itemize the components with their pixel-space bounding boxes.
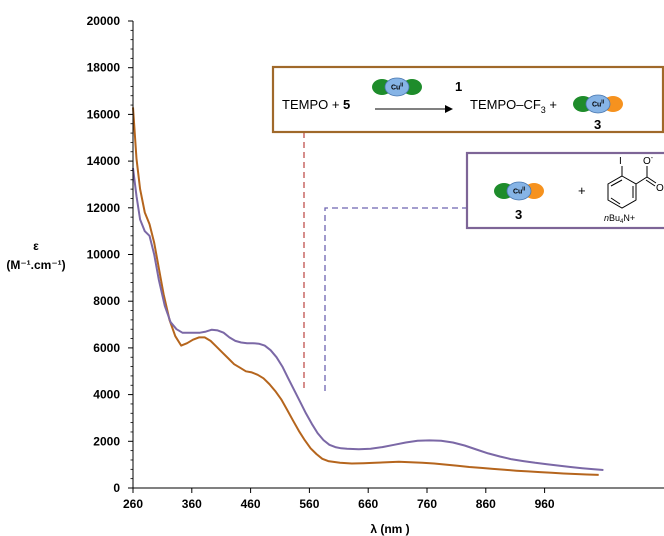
y-tick-label: 8000 — [93, 294, 120, 308]
compound-3-glyph-box2: CuII — [494, 181, 544, 201]
x-tick-label: 560 — [299, 497, 319, 511]
ring-double-bond-3 — [610, 197, 621, 205]
y-tick-label: 18000 — [87, 61, 121, 75]
series-line-1 — [132, 107, 599, 476]
carbonyl-oxygen: O — [656, 183, 664, 194]
x-axis: 260 360 460 560 660 760 860 960 — [123, 487, 664, 511]
y-tick-label: 10000 — [87, 248, 121, 262]
copper-center-icon — [384, 77, 410, 97]
y-axis-label-epsilon: ε — [33, 239, 39, 253]
y-tick-label: 0 — [113, 481, 120, 495]
ring-double-bond-1 — [610, 179, 623, 187]
iodobenzoate-structure — [607, 166, 657, 209]
copper-label: CuII — [391, 83, 404, 92]
y-tick-label: 6000 — [93, 341, 120, 355]
copper-label: CuII — [592, 100, 605, 109]
y-tick-label: 16000 — [87, 107, 121, 121]
x-tick-label: 660 — [358, 497, 378, 511]
x-tick-label: 760 — [417, 497, 437, 511]
carbonyl-bond-b — [645, 179, 656, 187]
carbonyl-bond-a — [646, 176, 657, 184]
copper-center-icon — [506, 181, 532, 201]
reaction-box-2: CuII 3 + I O- O nBu4N+ — [465, 151, 664, 230]
y-axis: 0 2000 4000 6000 8000 10000 12000 14000 16000 180… — [87, 14, 134, 495]
cation-label: nBu4N+ — [604, 213, 635, 225]
copper-center-icon — [585, 94, 611, 114]
catalyst-label-1: 1 — [455, 79, 462, 94]
catalyst-1-glyph: CuII — [372, 77, 422, 97]
x-tick-label: 460 — [241, 497, 261, 511]
y-tick-label: 20000 — [87, 14, 121, 28]
compound-label-3-box2: 3 — [515, 207, 522, 222]
series-line-2 — [132, 167, 604, 471]
y-tick-label: 12000 — [87, 201, 121, 215]
guide-dashed-purple — [324, 207, 467, 391]
y-axis-label-unit: (M⁻¹.cm⁻¹) — [6, 258, 65, 272]
y-tick-label: 2000 — [93, 434, 120, 448]
compound-label-3-box1: 3 — [594, 117, 601, 132]
x-axis-label: λ (nm ) — [370, 522, 409, 536]
x-tick-label: 860 — [476, 497, 496, 511]
series-layer — [132, 107, 604, 476]
reaction-box-1: TEMPO + 5 CuII 1 TEMPO–CF3 + CuII 3 — [271, 65, 664, 134]
reaction-box-1-rhs: TEMPO–CF3 + — [470, 97, 557, 115]
x-tick-label: 360 — [182, 497, 202, 511]
carboxyl-bond — [635, 176, 648, 185]
x-tick-label: 960 — [535, 497, 555, 511]
compound-3-glyph-box1: CuII — [573, 94, 623, 114]
plus-sign: + — [578, 183, 586, 198]
iodo-label: I — [619, 156, 622, 167]
y-tick-label: 4000 — [93, 388, 120, 402]
x-tick-label: 260 — [123, 497, 143, 511]
copper-label: CuII — [513, 187, 526, 196]
carboxylate-oxygen: O- — [643, 155, 654, 167]
reaction-box-1-lhs: TEMPO + 5 — [282, 97, 350, 112]
y-tick-label: 14000 — [87, 154, 121, 168]
arrow-head — [445, 105, 453, 113]
